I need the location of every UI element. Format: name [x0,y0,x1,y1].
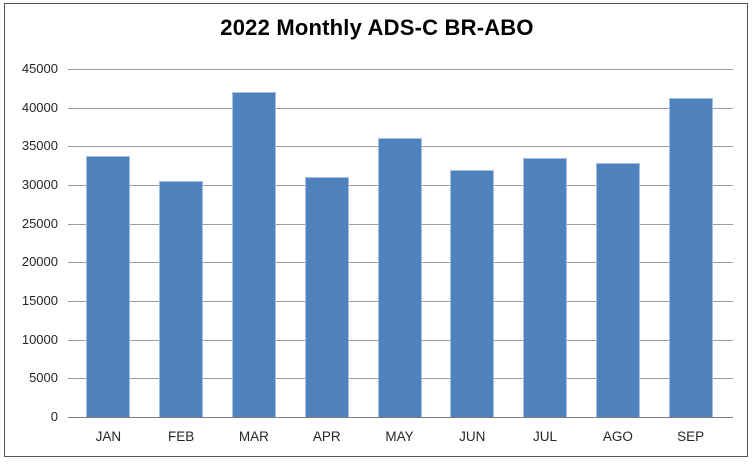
y-axis-tick-label: 30000 [21,177,58,192]
x-axis-label-ago: AGO [602,429,633,444]
x-axis-label-sep: SEP [677,429,705,444]
x-axis-label-mar: MAR [238,429,269,444]
gridline [68,69,733,70]
bar-mar [231,92,276,417]
x-axis-label-apr: APR [312,429,341,444]
bar-apr [304,177,349,417]
x-axis-label-feb: FEB [168,429,195,444]
y-axis-tick-label: 20000 [21,254,58,270]
y-axis-tick-label: 40000 [21,99,58,115]
bar-jun [450,170,495,417]
plot-area [68,69,733,418]
x-axis-label-jun: JUN [459,429,486,444]
x-axis-label-jul: JUL [533,429,558,444]
chart-title: 2022 Monthly ADS-C BR-ABO [220,15,534,40]
x-axis-label-jan: JAN [95,429,122,444]
x-axis-label-may: MAY [385,429,414,444]
x-axis-line [68,417,733,418]
bar-jul [523,157,568,417]
y-axis-tick-label: 45000 [21,61,58,76]
y-axis-tick-label: 35000 [21,138,58,154]
y-axis-tick-label: 0 [50,409,58,424]
y-axis-tick-label: 15000 [21,293,58,308]
bar-ago [595,162,640,417]
gridline [68,107,733,109]
y-axis-tick-label: 25000 [21,215,58,231]
bar-sep [668,97,713,417]
bar-may [377,137,422,417]
y-axis-tick-label: 5000 [29,370,58,386]
bar-jan [86,156,131,417]
bar-feb [159,181,204,417]
y-axis-tick-label: 10000 [21,331,58,347]
